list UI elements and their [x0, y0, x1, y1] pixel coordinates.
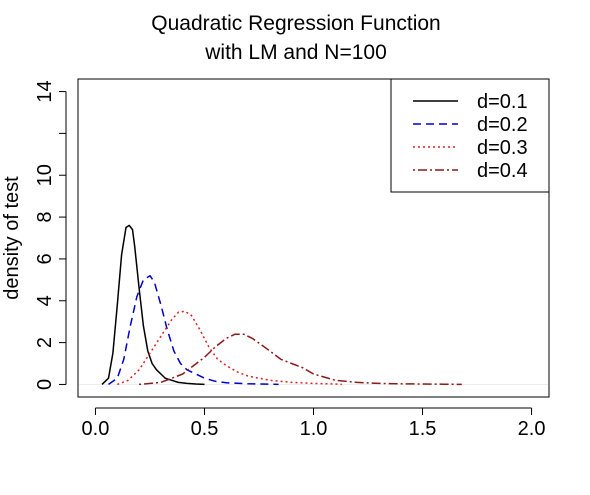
series-layer	[79, 224, 548, 386]
x-axis: 0.0 0.5 1.0 1.5 2.0	[82, 407, 546, 440]
legend-label-2: d=0.2	[477, 114, 528, 136]
chart-title-line-2: with LM and N=100	[204, 41, 387, 64]
y-tick-label: 4	[34, 295, 56, 306]
series-line-4	[139, 333, 462, 386]
y-tick-label: 6	[34, 253, 56, 264]
legend-label-3: d=0.3	[477, 137, 528, 159]
chart-title-line-1: Quadratic Regression Function	[151, 12, 440, 35]
series-line-3	[117, 310, 342, 386]
series-line-2	[108, 274, 279, 386]
y-tick-label: 14	[34, 80, 56, 102]
x-tick-label: 1.5	[409, 418, 437, 440]
x-tick-label: 1.0	[300, 418, 328, 440]
y-axis: 0 2 4 6 8 10 14	[34, 80, 67, 390]
y-axis-label: density of test	[1, 176, 23, 300]
y-tick-label: 0	[34, 379, 56, 390]
y-tick-label: 8	[34, 212, 56, 223]
series-line-1	[101, 224, 205, 386]
legend-label-1: d=0.1	[477, 91, 528, 113]
y-tick-label: 2	[34, 337, 56, 348]
x-tick-label: 0.5	[191, 418, 219, 440]
plot-area-frame	[77, 78, 550, 398]
legend-box	[390, 78, 550, 193]
x-tick-label: 0.0	[82, 418, 110, 440]
y-tick-label: 10	[34, 164, 56, 186]
legend-label-4: d=0.4	[477, 160, 528, 182]
x-tick-label: 2.0	[518, 418, 546, 440]
legend: d=0.1d=0.2d=0.3d=0.4	[390, 78, 550, 193]
